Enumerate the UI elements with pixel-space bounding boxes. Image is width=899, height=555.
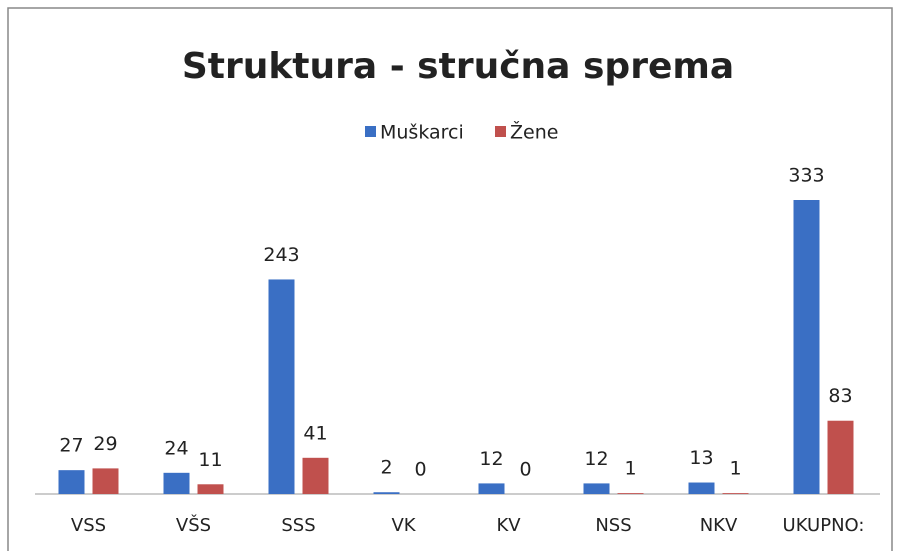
bar xyxy=(373,492,400,494)
data-label: 41 xyxy=(303,422,327,444)
data-label: 11 xyxy=(198,449,222,471)
data-label: 12 xyxy=(584,448,608,470)
data-label: 29 xyxy=(93,433,117,455)
data-label: 1 xyxy=(624,458,636,480)
bar xyxy=(268,279,295,494)
bar xyxy=(58,470,85,494)
bar xyxy=(163,472,190,494)
x-tick-label: SSS xyxy=(281,515,315,536)
data-label: 333 xyxy=(788,165,824,187)
x-tick-label: VSS xyxy=(71,515,106,536)
chart-title: Struktura - stručna sprema xyxy=(182,46,734,87)
chart-border xyxy=(7,7,893,555)
data-label: 24 xyxy=(164,437,188,459)
data-label: 1 xyxy=(729,458,741,480)
bar xyxy=(827,420,854,494)
bar xyxy=(302,457,329,494)
x-tick-label: VK xyxy=(391,515,416,536)
x-tick-label: UKUPNO: xyxy=(783,515,865,536)
legend-swatch xyxy=(365,126,376,137)
legend-label: Žene xyxy=(510,121,558,144)
legend-label: Muškarci xyxy=(380,122,464,144)
x-tick-label: NKV xyxy=(700,515,738,536)
bar xyxy=(793,200,820,494)
bar xyxy=(722,493,749,494)
x-tick-label: NSS xyxy=(595,515,631,536)
data-label: 0 xyxy=(414,459,426,481)
bar xyxy=(478,483,505,494)
bar xyxy=(92,468,119,494)
data-label: 2 xyxy=(380,457,392,479)
data-label: 83 xyxy=(828,385,852,407)
bar xyxy=(197,484,224,494)
data-label: 12 xyxy=(479,448,503,470)
x-tick-label: KV xyxy=(496,515,521,536)
legend-swatch xyxy=(495,126,506,137)
x-tick-label: VŠS xyxy=(176,514,211,536)
data-label: 0 xyxy=(519,459,531,481)
bar xyxy=(583,483,610,494)
data-label: 27 xyxy=(59,435,83,457)
data-label: 13 xyxy=(689,447,713,469)
bar xyxy=(617,493,644,494)
data-label: 243 xyxy=(263,244,299,266)
bar xyxy=(688,482,715,494)
